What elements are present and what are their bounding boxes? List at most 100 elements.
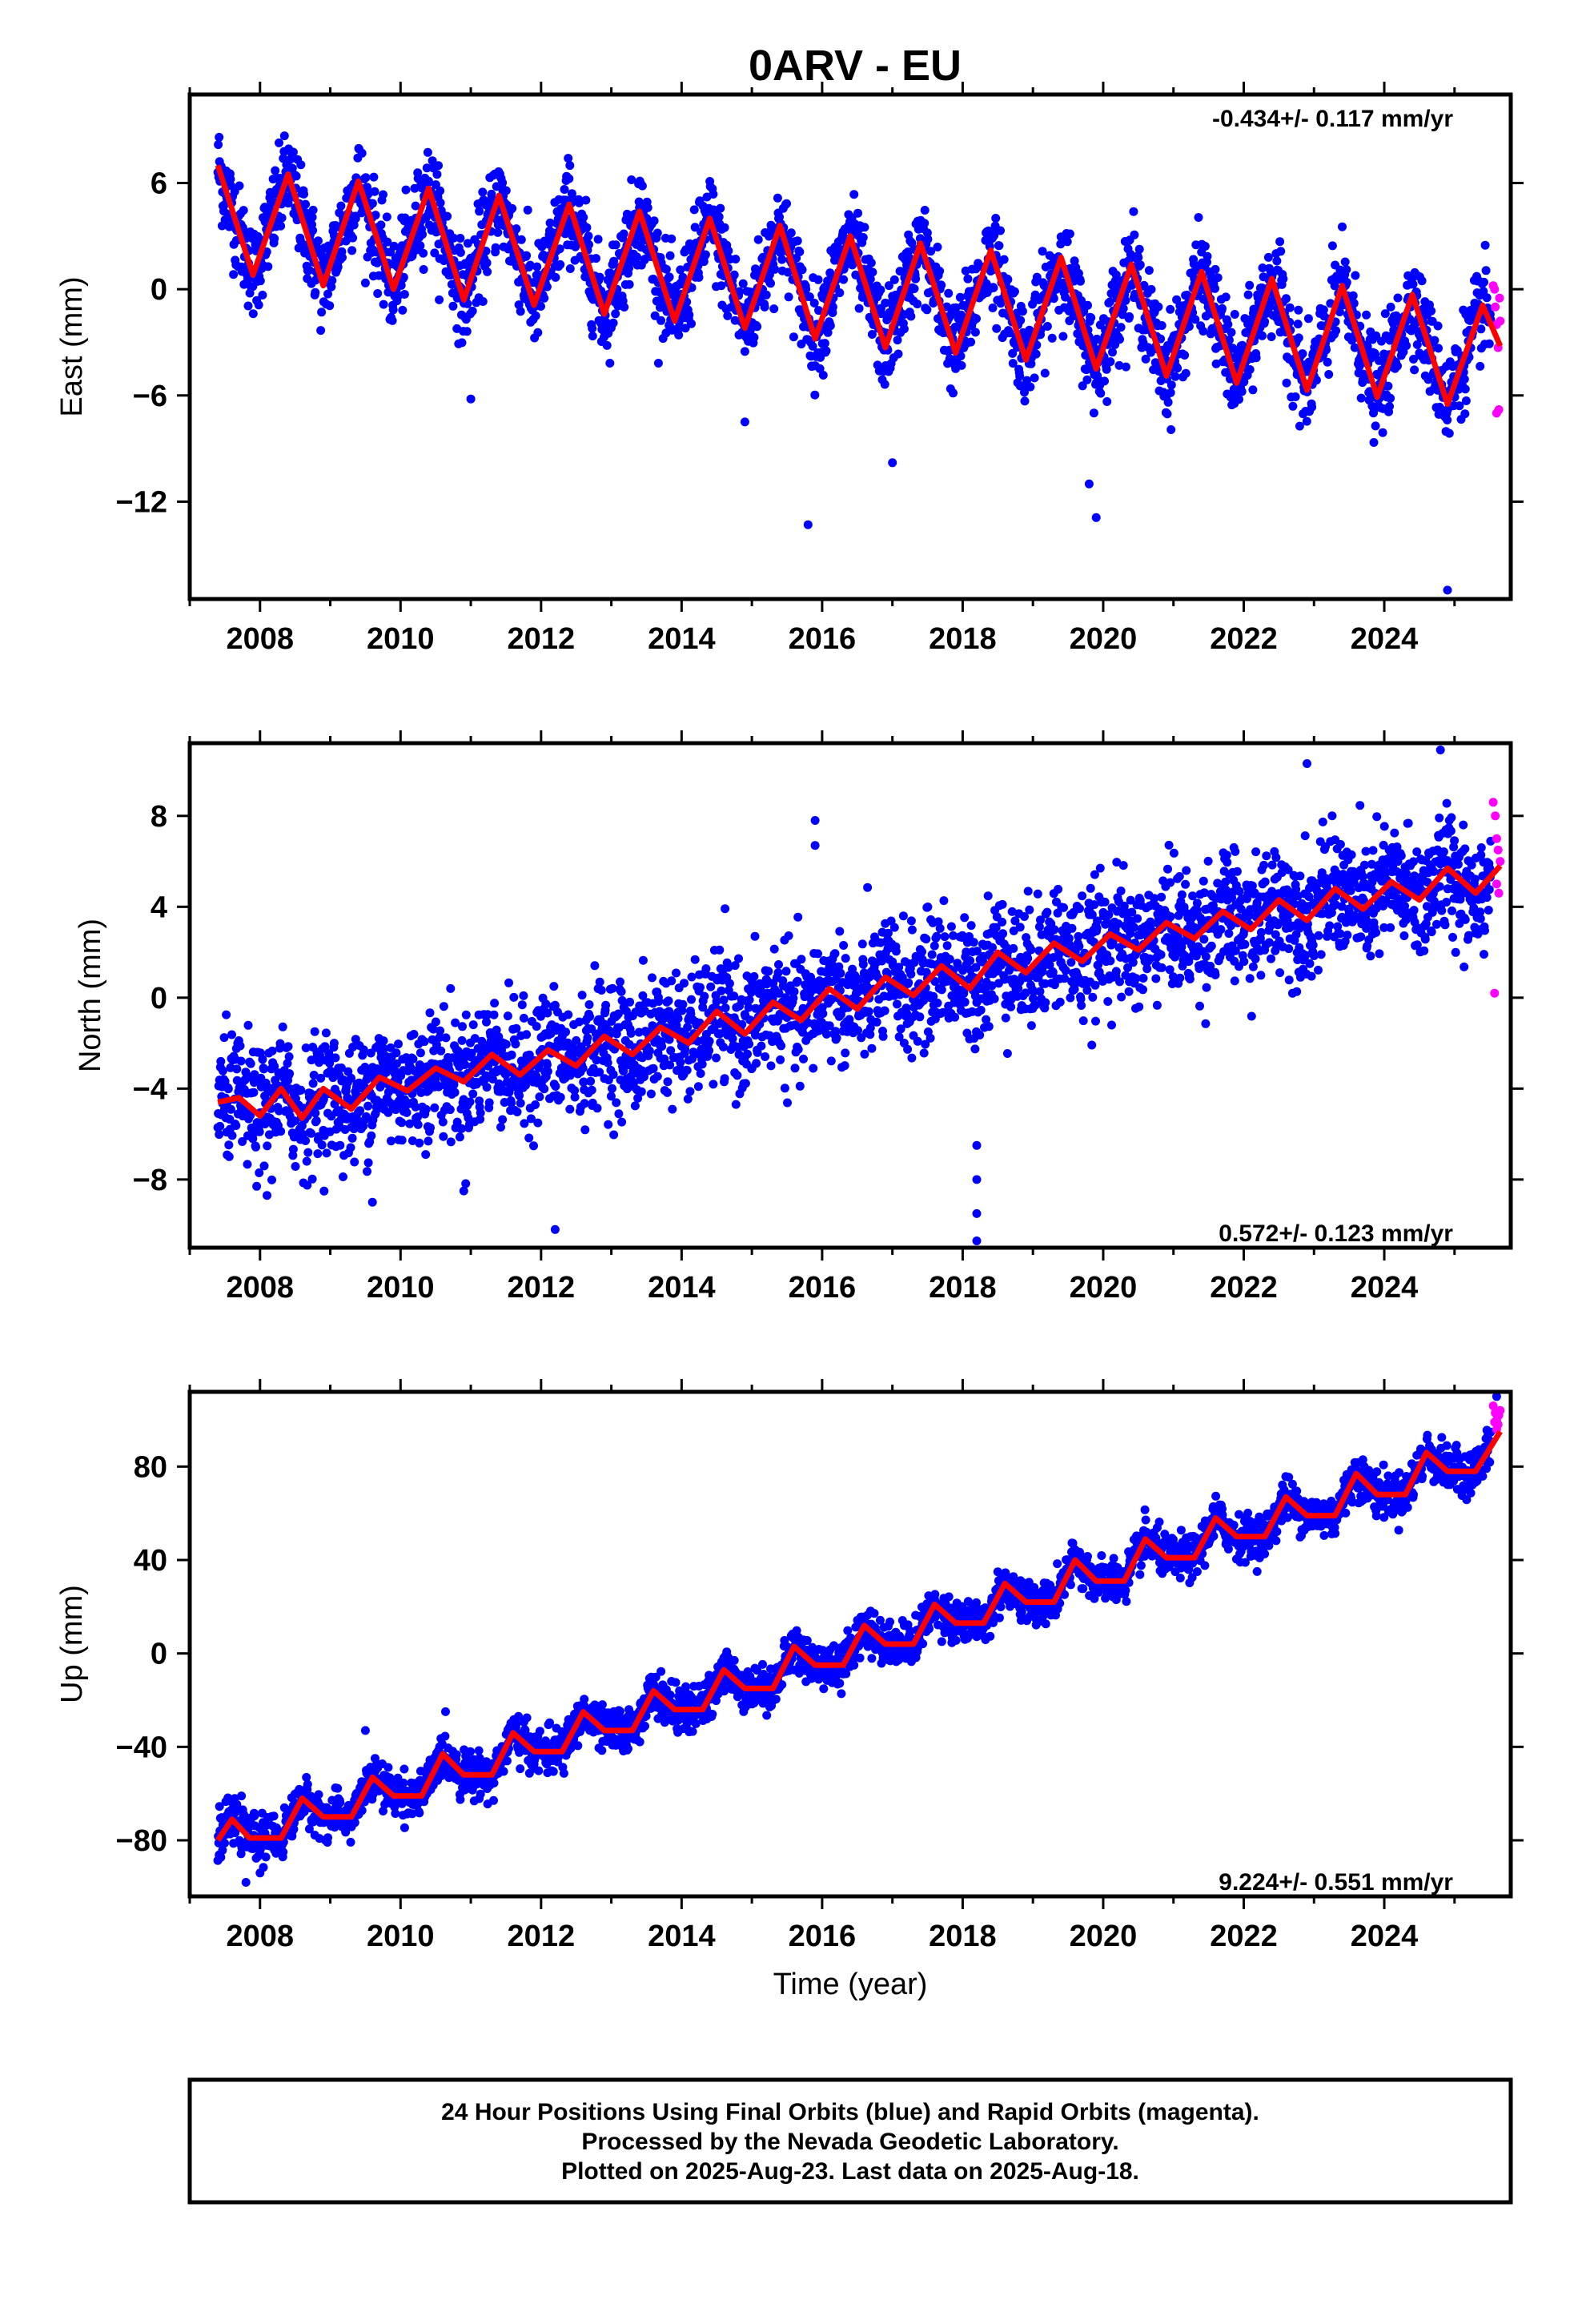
- east-final-point: [1323, 357, 1332, 367]
- east-outlier-point: [1084, 479, 1094, 489]
- north-final-point: [565, 1104, 575, 1114]
- east-final-point: [849, 190, 859, 199]
- east-x-tick-label: 2012: [508, 622, 576, 656]
- north-final-point: [667, 976, 677, 986]
- east-final-point: [422, 163, 432, 173]
- east-final-point: [367, 199, 377, 208]
- north-final-point: [397, 1118, 407, 1128]
- east-final-point: [417, 183, 427, 193]
- north-final-point: [700, 991, 709, 1001]
- north-final-point: [311, 1108, 320, 1118]
- north-final-point: [693, 1082, 703, 1092]
- east-final-point: [1480, 277, 1488, 287]
- north-final-point: [976, 1005, 986, 1015]
- north-final-point: [601, 1000, 611, 1010]
- east-final-point: [690, 223, 700, 232]
- east-y-axis-label: East (mm): [55, 276, 89, 416]
- east-final-point: [1173, 364, 1182, 373]
- east-final-point: [709, 190, 718, 199]
- north-final-point: [424, 1136, 433, 1146]
- north-final-point: [595, 977, 604, 987]
- east-final-point: [316, 326, 326, 336]
- east-final-point: [813, 275, 823, 284]
- east-final-point: [1293, 320, 1303, 329]
- north-final-point: [243, 1160, 252, 1169]
- east-rapid-points: [1488, 281, 1505, 418]
- east-final-point: [649, 216, 659, 226]
- north-final-point: [776, 1055, 785, 1064]
- north-final-point: [438, 1117, 448, 1127]
- east-final-point: [923, 235, 933, 244]
- north-final-point: [750, 931, 760, 941]
- east-final-point: [624, 279, 634, 289]
- north-final-point: [501, 1039, 511, 1049]
- north-final-point: [476, 1108, 485, 1118]
- north-final-point: [966, 956, 975, 965]
- east-final-point: [1102, 364, 1111, 374]
- north-final-point: [734, 954, 743, 963]
- east-final-point: [325, 301, 335, 311]
- east-final-point: [1203, 251, 1212, 261]
- north-final-point: [731, 1100, 741, 1109]
- east-final-point: [283, 199, 293, 208]
- north-final-point: [832, 1033, 841, 1043]
- east-final-point: [1285, 303, 1295, 312]
- north-final-point: [288, 1144, 298, 1154]
- north-final-point: [983, 891, 993, 901]
- north-final-point: [235, 1041, 245, 1051]
- east-final-point: [327, 282, 336, 292]
- east-final-point: [416, 241, 425, 251]
- north-final-point: [741, 1079, 750, 1088]
- north-final-point: [243, 1020, 253, 1030]
- north-final-point: [311, 1116, 321, 1125]
- east-final-point: [522, 251, 532, 260]
- east-final-point: [1100, 376, 1109, 386]
- east-final-point: [920, 206, 930, 215]
- north-final-point: [543, 1067, 552, 1076]
- north-final-point: [717, 986, 726, 995]
- east-final-point: [989, 283, 998, 292]
- north-final-point: [932, 931, 942, 941]
- north-final-point: [687, 972, 697, 982]
- north-final-point: [927, 950, 937, 959]
- east-final-point: [1433, 321, 1443, 331]
- east-final-point: [661, 264, 671, 274]
- east-final-point: [611, 240, 620, 250]
- north-final-point: [937, 985, 946, 995]
- north-final-point: [251, 1142, 260, 1152]
- east-final-point: [766, 279, 775, 288]
- east-final-point: [1275, 237, 1285, 247]
- east-final-point: [457, 338, 467, 348]
- north-final-point: [231, 1121, 241, 1130]
- north-final-point: [657, 1042, 667, 1051]
- east-final-point: [361, 173, 371, 183]
- north-final-point: [535, 1092, 544, 1102]
- east-final-point: [226, 175, 235, 184]
- north-final-point: [797, 955, 806, 964]
- north-final-point: [672, 968, 681, 978]
- east-final-point: [906, 312, 916, 321]
- east-final-point: [1121, 362, 1130, 372]
- north-final-point: [604, 1120, 613, 1129]
- north-final-point: [783, 1098, 792, 1108]
- north-final-point: [705, 1036, 714, 1046]
- north-final-point: [307, 1128, 315, 1138]
- east-final-point: [1129, 207, 1138, 216]
- east-final-point: [501, 186, 511, 195]
- north-final-point: [764, 967, 773, 976]
- east-final-point: [363, 183, 371, 192]
- north-final-point: [860, 1049, 869, 1059]
- north-final-point: [490, 999, 500, 1008]
- east-final-point: [933, 243, 942, 251]
- north-final-point: [926, 1033, 935, 1043]
- east-final-point: [270, 234, 279, 243]
- east-final-point: [434, 161, 443, 171]
- east-final-point: [410, 183, 420, 193]
- east-final-point: [821, 346, 831, 356]
- east-final-point: [1076, 276, 1085, 286]
- north-final-point: [630, 1101, 640, 1111]
- north-final-point: [512, 1108, 522, 1116]
- north-final-point: [696, 983, 705, 992]
- east-final-point: [665, 272, 674, 282]
- east-final-point: [724, 246, 733, 255]
